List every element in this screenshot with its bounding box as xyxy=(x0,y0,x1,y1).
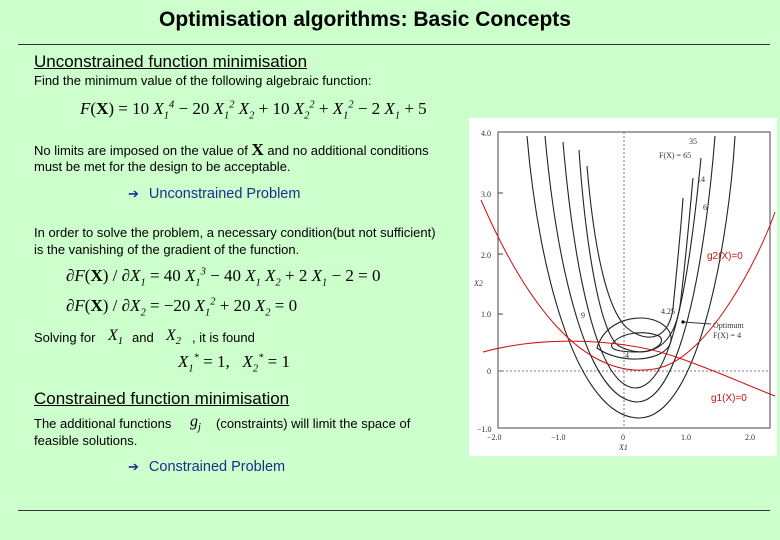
gradient-equation-1: ∂F(X) / ∂X1 = 40 X13 − 40 X1 X2 + 2 X1 −… xyxy=(66,266,381,289)
constraint-symbol: gj xyxy=(190,413,201,434)
contour-label: 14 xyxy=(697,175,705,184)
contour-line xyxy=(562,141,702,389)
contour-plot-svg: 4.0 3.0 2.0 1.0 0 −1.0 X2 −2.0 −1.0 0 1.… xyxy=(473,129,776,452)
y-tick-label: −1.0 xyxy=(477,425,492,434)
plot-frame xyxy=(497,131,771,429)
solution-equation: X1* = 1, X2* = 1 xyxy=(178,352,290,375)
contour-line xyxy=(611,332,663,353)
limits-line-2: must be met for the design to be accepta… xyxy=(34,159,291,174)
solving-found-label: , it is found xyxy=(192,330,255,345)
contour-label: 4 xyxy=(625,351,629,360)
x-tick-label: −1.0 xyxy=(551,433,566,442)
objective-function-equation: F(X) = 10 X14 − 20 X12 X2 + 10 X22 + X12… xyxy=(80,99,427,122)
optimum-point xyxy=(681,320,685,324)
x-tick-label: 2.0 xyxy=(745,433,755,442)
gradient-line-2: is the vanishing of the gradient of the … xyxy=(34,242,300,257)
unconstrained-problem-callout: ➔ Unconstrained Problem xyxy=(128,186,300,202)
contour-plot-figure: 4.0 3.0 2.0 1.0 0 −1.0 X2 −2.0 −1.0 0 1.… xyxy=(469,118,777,456)
optimum-leader-line xyxy=(682,321,712,325)
constraint-g2-label: g2(X)=0 xyxy=(707,251,743,262)
unconstrained-intro: Find the minimum value of the following … xyxy=(34,73,372,88)
y-tick-label: 1.0 xyxy=(481,310,491,319)
y-tick-label: 2.0 xyxy=(481,251,491,260)
contour-line xyxy=(596,317,672,360)
contour-line xyxy=(544,135,716,403)
contour-line xyxy=(578,149,694,353)
constrained-line-2: feasible solutions. xyxy=(34,433,138,448)
gradient-equation-2: ∂F(X) / ∂X2 = −20 X12 + 20 X2 = 0 xyxy=(66,296,298,319)
constrained-problem-callout: ➔ Constrained Problem xyxy=(128,459,285,475)
unconstrained-problem-label: Unconstrained Problem xyxy=(148,186,301,202)
contour-label: 6 xyxy=(703,203,707,212)
x-tick-label: −2.0 xyxy=(487,433,502,442)
arrow-right-icon: ➔ xyxy=(128,459,139,474)
optimum-value: F(X) = 4 xyxy=(713,331,741,340)
contour-label: F(X) = 65 xyxy=(659,151,691,160)
limits-after: and no additional conditions xyxy=(267,143,429,158)
y-tick-label: 3.0 xyxy=(481,190,491,199)
title-divider xyxy=(18,44,770,45)
x-tick-label: 1.0 xyxy=(681,433,691,442)
x-axis-label: X1 xyxy=(618,443,628,452)
contour-label: 9 xyxy=(581,311,585,320)
arrow-right-icon: ➔ xyxy=(128,186,139,201)
limits-line-1: No limits are imposed on the value of X … xyxy=(34,141,429,159)
gradient-line-1: In order to solve the problem, a necessa… xyxy=(34,225,436,240)
page-title: Optimisation algorithms: Basic Concepts xyxy=(159,8,571,31)
optimum-label: Optimum xyxy=(713,321,744,330)
solving-and-label: and xyxy=(132,330,154,345)
unconstrained-heading: Unconstrained function minimisation xyxy=(34,52,308,71)
contour-label: 4.25 xyxy=(661,307,675,316)
y-tick-label: 0 xyxy=(487,367,491,376)
solving-x1-symbol: X1 xyxy=(108,327,124,348)
solving-for-label: Solving for xyxy=(34,330,96,345)
constrained-line-1-before: The additional functions xyxy=(34,416,172,431)
bottom-divider xyxy=(18,510,770,511)
y-tick-label: 4.0 xyxy=(481,129,491,138)
constraint-g1-curve xyxy=(482,340,776,397)
limits-symbol: X xyxy=(251,140,264,159)
constraint-g1-label: g1(X)=0 xyxy=(711,393,747,404)
contour-line xyxy=(526,135,736,419)
limits-before: No limits are imposed on the value of xyxy=(34,143,248,158)
constrained-line-1-after: (constraints) will limit the space of xyxy=(216,416,411,431)
y-tick-marks xyxy=(498,131,503,429)
constraint-g2-curve xyxy=(480,199,776,371)
contour-label: 35 xyxy=(689,137,697,146)
constrained-problem-label: Constrained Problem xyxy=(148,459,286,475)
x-tick-label: 0 xyxy=(621,433,625,442)
solving-x2-symbol: X2 xyxy=(166,327,182,348)
contour-lines xyxy=(526,135,736,419)
constrained-heading: Constrained function minimisation xyxy=(34,389,290,408)
y-axis-label: X2 xyxy=(473,279,483,288)
contour-line xyxy=(586,165,684,338)
